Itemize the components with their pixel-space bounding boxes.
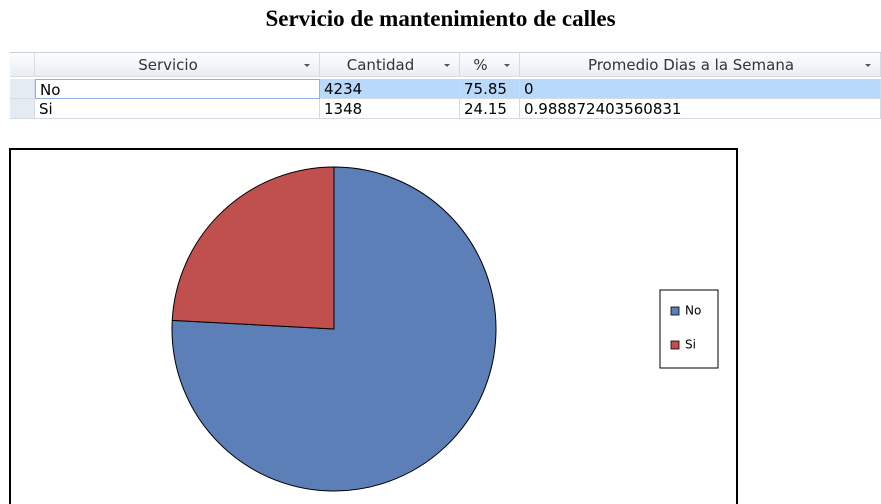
legend-swatch: [670, 306, 680, 316]
data-row: Si 1348 24.15 0.988872403560831: [10, 99, 881, 119]
page-title: Servicio de mantenimiento de calles: [265, 6, 616, 31]
cell[interactable]: 24.15: [460, 99, 520, 119]
legend-label: No: [685, 304, 701, 318]
header-row: Servicio Cantidad% Promedio Dias a la Sema…: [10, 53, 881, 77]
cell[interactable]: 4234: [320, 79, 460, 99]
column-header[interactable]: Promedio Dias a la Semana: [520, 53, 881, 77]
row-selector: [10, 53, 35, 77]
cell[interactable]: 1348: [320, 99, 460, 119]
column-title: %: [473, 56, 488, 74]
legend-label: Si: [685, 338, 696, 352]
cell[interactable]: 0: [520, 79, 881, 99]
column-header[interactable]: Cantidad: [320, 53, 460, 77]
row-selector[interactable]: [10, 99, 35, 119]
cell[interactable]: 75.85: [460, 79, 520, 99]
column-title: Cantidad: [346, 56, 415, 74]
row-selector[interactable]: [10, 79, 35, 99]
pie-slice: [171, 166, 335, 330]
filter-arrow[interactable]: [504, 64, 510, 67]
datasheet: Servicio Cantidad% Promedio Dias a la Sema…: [10, 52, 881, 145]
legend-swatch: [670, 340, 680, 350]
cell[interactable]: Si: [35, 99, 320, 119]
data-row: No 4234 75.85 0: [10, 79, 881, 99]
cell[interactable]: 0.988872403560831: [520, 99, 881, 119]
column-title: Promedio Dias a la Semana: [587, 56, 795, 74]
cell[interactable]: No: [35, 79, 320, 99]
legend-box: [659, 289, 719, 369]
filter-arrow[interactable]: [444, 64, 450, 67]
column-header[interactable]: %: [460, 53, 520, 77]
filter-arrow[interactable]: [865, 64, 871, 67]
column-title: Servicio: [138, 56, 198, 74]
chart: No Si: [9, 148, 738, 504]
column-header[interactable]: Servicio: [35, 53, 320, 77]
filter-arrow[interactable]: [304, 64, 310, 67]
